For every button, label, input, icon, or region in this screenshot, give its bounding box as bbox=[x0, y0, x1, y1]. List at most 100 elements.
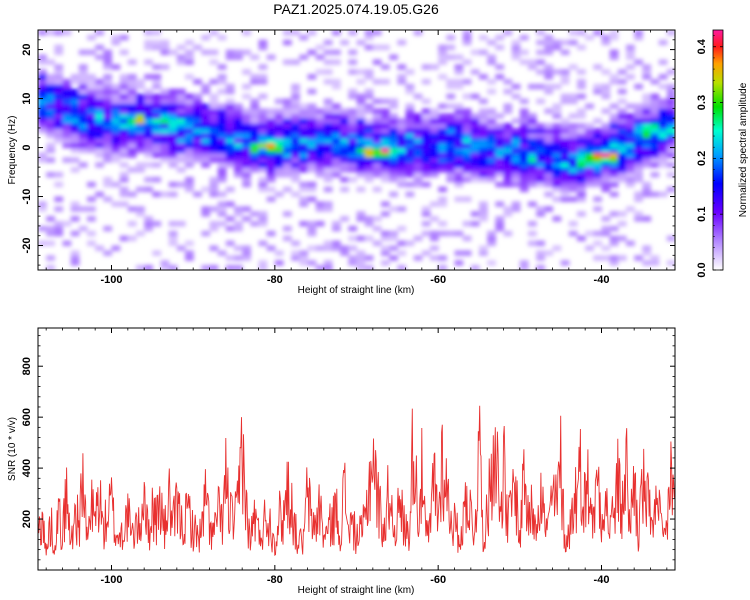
heatmap-cell bbox=[609, 152, 619, 158]
heatmap-cell bbox=[462, 39, 472, 46]
heatmap-cell bbox=[54, 93, 64, 100]
heatmap-cell bbox=[642, 250, 652, 256]
heatmap-cell bbox=[421, 147, 431, 154]
heatmap-cell bbox=[185, 128, 194, 134]
heatmap-cell bbox=[487, 113, 496, 119]
heatmap-cell bbox=[217, 147, 227, 154]
snr-x-tick-label: -80 bbox=[267, 574, 283, 586]
heatmap-cell bbox=[38, 240, 47, 247]
heatmap-cell bbox=[642, 128, 652, 134]
heatmap-cell bbox=[144, 137, 153, 144]
heatmap-cell bbox=[78, 79, 88, 85]
heatmap-cell bbox=[454, 137, 464, 144]
heatmap-cell bbox=[536, 181, 545, 188]
heatmap-cell bbox=[519, 34, 529, 41]
heatmap-cell bbox=[666, 132, 675, 139]
heatmap-cell bbox=[544, 167, 554, 173]
heatmap-cell bbox=[634, 123, 643, 129]
heatmap-cell bbox=[536, 176, 545, 183]
heatmap-cell bbox=[462, 93, 472, 100]
heatmap-cell bbox=[111, 147, 121, 154]
heatmap-cell bbox=[593, 206, 603, 212]
heatmap-cell bbox=[78, 162, 88, 168]
heatmap-cell bbox=[446, 142, 456, 149]
heatmap-cell bbox=[225, 162, 235, 168]
heatmap-cell bbox=[209, 176, 219, 183]
heatmap-cell bbox=[421, 64, 431, 70]
heatmap-cell bbox=[193, 44, 202, 51]
heatmap-cell bbox=[413, 147, 423, 154]
heatmap-cell bbox=[62, 113, 72, 119]
heatmap-cell bbox=[666, 93, 675, 100]
heatmap-cell bbox=[54, 230, 64, 237]
heatmap-cell bbox=[176, 245, 186, 251]
heatmap-cell bbox=[258, 186, 268, 193]
heatmap-cell bbox=[642, 162, 652, 168]
heatmap-cell bbox=[136, 79, 145, 85]
heatmap-cell bbox=[258, 221, 268, 227]
heatmap-cell bbox=[438, 221, 447, 227]
heatmap-cell bbox=[454, 83, 464, 90]
heatmap-cell bbox=[470, 137, 480, 144]
heatmap-cell bbox=[356, 255, 366, 261]
heatmap-cell bbox=[585, 152, 594, 158]
heatmap-cell bbox=[274, 137, 284, 144]
heatmap-cell bbox=[372, 98, 382, 105]
heatmap-cell bbox=[381, 113, 390, 119]
heatmap-cell bbox=[209, 103, 219, 109]
heatmap-cell bbox=[185, 59, 194, 65]
heatmap-cell bbox=[136, 137, 145, 144]
heatmap-cell bbox=[487, 260, 496, 266]
heatmap-cell bbox=[95, 54, 104, 60]
heatmap-cell bbox=[544, 157, 554, 163]
heatmap-cell bbox=[544, 123, 554, 129]
heatmap-cell bbox=[601, 157, 611, 163]
heatmap-cell bbox=[519, 186, 529, 193]
heatmap-cell bbox=[62, 128, 72, 134]
heatmap-cell bbox=[193, 152, 202, 158]
heatmap-cell bbox=[397, 147, 407, 154]
heatmap-cell bbox=[381, 176, 390, 183]
heatmap-cell bbox=[528, 59, 537, 65]
heatmap-cell bbox=[364, 157, 374, 163]
heatmap-cell bbox=[601, 147, 611, 154]
heatmap-cell bbox=[266, 167, 276, 173]
heatmap-cell bbox=[487, 152, 496, 158]
heatmap-cell bbox=[438, 128, 447, 134]
heatmap-cell bbox=[225, 152, 235, 158]
heatmap-cell bbox=[479, 113, 488, 119]
heatmap-cell bbox=[658, 128, 668, 134]
heatmap-cell bbox=[536, 142, 545, 149]
heatmap-cell bbox=[372, 113, 382, 119]
heatmap-cell bbox=[528, 142, 537, 149]
heatmap-cell bbox=[446, 137, 456, 144]
heatmap-cell bbox=[332, 128, 341, 134]
heatmap-cell bbox=[560, 128, 570, 134]
heatmap-cell bbox=[307, 230, 317, 237]
heatmap-y-tick-label: 10 bbox=[21, 92, 33, 104]
heatmap-cell bbox=[291, 250, 300, 256]
heatmap-cells bbox=[38, 30, 675, 270]
heatmap-cell bbox=[511, 152, 521, 158]
heatmap-cell bbox=[160, 260, 170, 266]
heatmap-cell bbox=[650, 103, 660, 109]
heatmap-cell bbox=[234, 211, 243, 217]
heatmap-x-axis-label: Height of straight line (km) bbox=[298, 285, 415, 296]
heatmap-cell bbox=[372, 118, 382, 124]
heatmap-cell bbox=[495, 181, 505, 188]
heatmap-cell bbox=[430, 230, 439, 237]
heatmap-cell bbox=[176, 108, 186, 114]
heatmap-cell bbox=[430, 113, 439, 119]
heatmap-cell bbox=[152, 44, 162, 51]
heatmap-cell bbox=[487, 132, 496, 139]
heatmap-cell bbox=[127, 191, 137, 198]
heatmap-cell bbox=[291, 167, 300, 173]
heatmap-cell bbox=[176, 123, 186, 129]
heatmap-cell bbox=[470, 211, 480, 217]
heatmap-cell bbox=[405, 172, 415, 178]
heatmap-cell bbox=[552, 128, 562, 134]
heatmap-cell bbox=[152, 39, 162, 46]
heatmap-cell bbox=[168, 162, 178, 168]
heatmap-cell bbox=[185, 103, 194, 109]
heatmap-cell bbox=[193, 93, 202, 100]
